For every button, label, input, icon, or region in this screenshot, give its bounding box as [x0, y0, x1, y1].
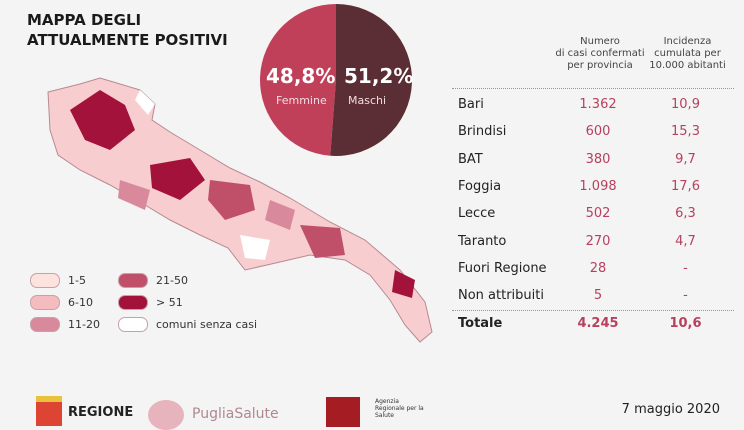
pie-label-femmine-value: 48,8% — [266, 64, 336, 88]
province-name: Lecce — [458, 206, 496, 222]
legend-item: > 51 — [118, 295, 183, 310]
cell-value: 380 — [585, 151, 611, 167]
header-cases: Numero di casi confermati per provincia — [555, 36, 645, 71]
legend-swatch — [118, 295, 148, 310]
cell-value: - — [683, 288, 688, 304]
legend-swatch — [30, 295, 60, 310]
pugliasalute-logo-mark — [148, 400, 184, 430]
legend-swatch — [118, 273, 148, 288]
pie-label-maschi-value: 51,2% — [344, 64, 414, 88]
map-area-mid — [208, 180, 255, 220]
legend-swatch — [30, 317, 60, 332]
date-label: 7 maggio 2020 — [621, 402, 720, 417]
legend-item: 21-50 — [118, 273, 188, 288]
table-row: Taranto 270 4,7 — [458, 234, 738, 258]
map-area-low — [118, 180, 150, 210]
legend-item: 1-5 — [30, 273, 86, 288]
map-area-high — [150, 158, 205, 200]
map-area-low — [265, 200, 295, 230]
cell-value: - — [683, 260, 688, 276]
header-incidence: Incidenza cumulata per 10.000 abitanti — [649, 36, 726, 71]
cell-value: 28 — [589, 260, 607, 276]
legend-swatch — [118, 317, 148, 332]
regione-logo-text: REGIONE — [68, 405, 134, 420]
pie-label-maschi: Maschi — [348, 94, 387, 107]
ares-logo-text: Agenzia Regionale per la Salute — [375, 398, 424, 419]
ares-logo-mark — [326, 397, 360, 427]
table-row: Brindisi 600 15,3 — [458, 124, 738, 148]
map-area-high — [70, 90, 135, 150]
cell-value: 502 — [585, 206, 611, 222]
province-name: Brindisi — [458, 124, 507, 140]
cell-value: 600 — [585, 124, 611, 140]
cell-value: 9,7 — [675, 151, 696, 167]
legend-label: 6-10 — [68, 296, 93, 309]
map-area-none — [135, 90, 155, 115]
pugliasalute-logo-text: PugliaSalute — [192, 406, 279, 422]
table-row: Lecce 502 6,3 — [458, 206, 738, 230]
pie-slice-femmine — [259, 4, 336, 156]
legend-item: 11-20 — [30, 317, 100, 332]
table-row: Non attribuiti 5 - — [458, 288, 738, 312]
table-total-row: Totale 4.245 10,6 — [458, 316, 702, 331]
cell-value: 270 — [585, 233, 611, 249]
cell-value: 1.362 — [579, 97, 617, 112]
province-name: Bari — [458, 97, 484, 112]
province-name: Fuori Regione — [458, 260, 547, 276]
cell-value: 17,6 — [671, 178, 700, 194]
legend-label: 1-5 — [68, 274, 86, 287]
map-area-mid — [300, 225, 345, 258]
province-name: Taranto — [458, 233, 507, 249]
province-name: Non attribuiti — [458, 288, 544, 304]
table-row: Bari 1.362 10,9 — [458, 97, 738, 121]
table-row: BAT 380 9,7 — [458, 152, 738, 176]
legend-label: 21-50 — [156, 274, 188, 287]
cell-value: 10,9 — [671, 97, 700, 112]
puglia-map — [47, 77, 433, 343]
table-row: Fuori Regione 28 - — [458, 261, 738, 285]
divider — [452, 310, 734, 311]
pie-label-femmine: Femmine — [276, 94, 327, 107]
legend-label: comuni senza casi — [156, 318, 258, 331]
map-area-high — [392, 270, 415, 298]
divider — [452, 88, 734, 89]
province-name: BAT — [458, 151, 483, 167]
map-area-none — [240, 235, 270, 260]
legend-item: 6-10 — [30, 295, 93, 310]
legend-item: comuni senza casi — [118, 317, 257, 332]
cell-value: 15,3 — [671, 124, 700, 140]
page-title: MAPPA DEGLI ATTUALMENTE POSITIVI — [27, 11, 228, 49]
cell-value: 6,3 — [675, 206, 696, 222]
pie-slice-maschi — [330, 4, 412, 156]
legend-swatch — [30, 273, 60, 288]
legend-label: > 51 — [156, 296, 183, 309]
gender-pie-chart — [259, 4, 412, 156]
province-name: Foggia — [458, 178, 502, 194]
cell-value: 1.098 — [579, 178, 617, 194]
table-row: Foggia 1.098 17,6 — [458, 179, 738, 203]
cell-value: 4,7 — [675, 233, 696, 249]
legend-label: 11-20 — [68, 318, 100, 331]
regione-crest-logo — [36, 396, 62, 426]
cell-value: 5 — [593, 288, 603, 304]
